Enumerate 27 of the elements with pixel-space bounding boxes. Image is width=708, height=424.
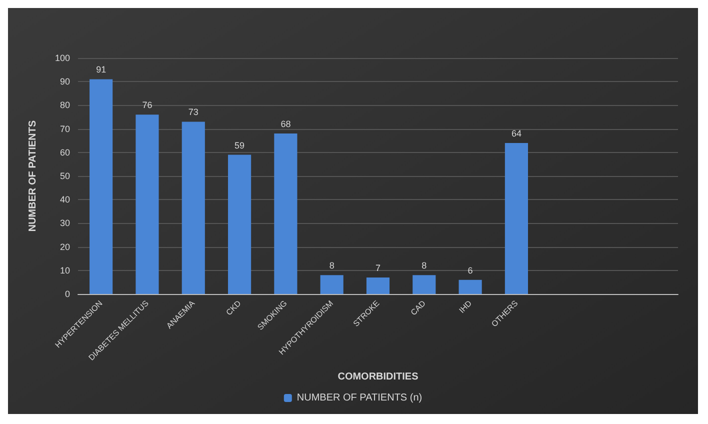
data-label: 6 [468,265,473,276]
y-tick-label: 40 [60,194,70,205]
y-tick-label: 90 [60,76,70,87]
y-tick-label: 0 [64,289,70,299]
y-tick-label: 20 [60,242,70,252]
data-label: 7 [375,262,381,273]
x-tick-label: CAD [409,298,428,318]
data-label: 76 [142,100,152,110]
x-axis-title: COMORBIDITIES [338,372,419,382]
y-tick-label: 50 [60,171,70,181]
y-tick-label: 70 [60,124,70,134]
y-tick-label: 30 [60,218,70,228]
x-tick-label: CKD [224,298,243,318]
y-tick-label: 100 [54,53,70,63]
y-axis-title: NUMBER OF PATIENTS [28,120,38,232]
legend-label: NUMBER OF PATIENTS (n) [296,392,422,404]
data-label: 91 [96,64,106,75]
y-tick-label: 80 [60,100,70,110]
data-label: 8 [329,260,334,271]
data-label: 8 [422,260,427,271]
data-label: 59 [234,140,245,150]
data-label: 68 [280,119,291,130]
data-label: 64 [511,128,522,138]
y-tick-label: 60 [60,147,70,158]
y-tick-label: 10 [60,265,70,276]
x-tick-label: IHD [457,298,474,315]
data-label: 73 [188,107,198,118]
